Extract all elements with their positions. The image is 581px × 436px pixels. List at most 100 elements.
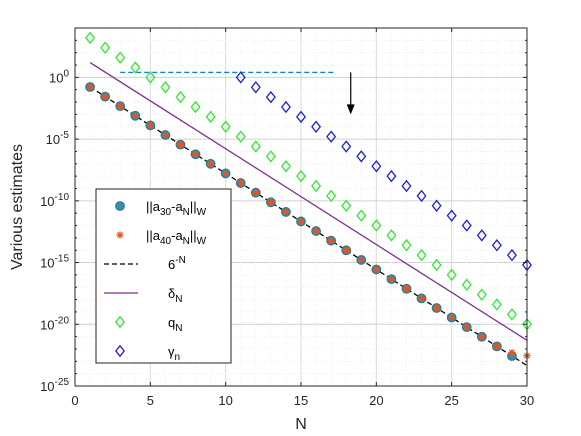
- annotation-arrow-head: [346, 104, 355, 115]
- data-point: [297, 217, 305, 226]
- legend-swatch: [116, 231, 124, 239]
- asterisk-stroke: [343, 247, 350, 254]
- legend-text-main: ||: [190, 199, 197, 214]
- asterisk-stroke: [463, 324, 470, 331]
- legend-entry: γn: [115, 344, 180, 363]
- data-point: [131, 112, 139, 120]
- asterisk-stroke: [433, 304, 440, 311]
- data-point: [191, 150, 200, 158]
- legend-text-sup: -N: [175, 255, 186, 266]
- legend-swatch: [115, 344, 125, 358]
- data-point: [280, 160, 291, 173]
- y-tick-label: 10-10: [40, 192, 69, 209]
- data-point: [506, 308, 517, 321]
- legend-label: δN: [168, 286, 182, 305]
- data-point: [296, 169, 306, 183]
- data-point: [116, 102, 124, 110]
- asterisk-stroke: [388, 276, 395, 283]
- series-4: [85, 31, 532, 331]
- data-point: [86, 83, 94, 91]
- data-point: [342, 246, 350, 254]
- data-point: [326, 189, 337, 203]
- data-point: [160, 81, 171, 94]
- asterisk-stroke: [117, 103, 124, 110]
- legend-label: ||a30-aN||W: [146, 199, 207, 218]
- legend-entry: ||a30-aN||W: [115, 199, 207, 218]
- y-axis-title: Various estimates: [9, 144, 26, 270]
- data-point: [446, 268, 457, 282]
- data-point: [327, 237, 335, 245]
- asterisk-stroke: [328, 237, 335, 244]
- data-point: [341, 140, 352, 153]
- data-point: [252, 189, 260, 197]
- asterisk-stroke: [222, 170, 229, 177]
- data-point: [101, 93, 109, 101]
- data-point: [175, 90, 186, 104]
- data-point: [235, 71, 246, 84]
- data-point: [448, 313, 456, 322]
- x-tick-label: 30: [520, 393, 534, 408]
- legend-text-main: γ: [168, 344, 175, 359]
- legend-text-sub: 30: [160, 207, 172, 218]
- data-point: [386, 169, 397, 183]
- asterisk-stroke: [403, 285, 410, 292]
- asterisk-stroke: [177, 141, 184, 148]
- data-point: [491, 298, 502, 311]
- data-point: [461, 219, 472, 232]
- y-tick-base: 10: [49, 70, 63, 85]
- data-point: [506, 248, 517, 262]
- asterisk-stroke: [493, 343, 500, 350]
- data-point: [493, 342, 501, 350]
- asterisk-stroke: [102, 93, 109, 100]
- legend-text-main: q: [168, 315, 175, 330]
- asterisk-stroke: [87, 84, 94, 91]
- asterisk-stroke: [313, 228, 320, 235]
- legend-text-main: ||a: [146, 228, 161, 243]
- series-2: [89, 86, 528, 367]
- y-tick-base: 10: [40, 379, 54, 394]
- asterisk-stroke: [448, 314, 455, 321]
- asterisk-stroke: [207, 160, 214, 167]
- data-point: [100, 41, 111, 54]
- data-point: [207, 160, 215, 168]
- legend-text-main: δ: [168, 286, 175, 301]
- legend-label: 6-N: [168, 255, 186, 272]
- data-point: [85, 31, 96, 45]
- asterisk-stroke: [116, 231, 124, 239]
- data-point: [341, 199, 352, 213]
- data-point: [145, 71, 156, 84]
- legend-text-sub: N: [183, 236, 190, 247]
- y-tick-exponent: -25: [55, 377, 70, 388]
- x-tick-label: 25: [444, 393, 458, 408]
- data-point: [386, 229, 397, 242]
- data-point: [267, 198, 275, 206]
- legend-text-main: ||: [190, 228, 197, 243]
- y-tick-label: 100: [49, 68, 69, 85]
- y-tick-exponent: -5: [60, 130, 69, 141]
- annotations: [120, 71, 355, 115]
- series-5: [235, 71, 532, 272]
- legend-text-sub: N: [175, 294, 182, 305]
- asterisk-stroke: [418, 295, 425, 302]
- data-point: [461, 278, 472, 292]
- data-point: [463, 323, 471, 331]
- data-point: [115, 51, 126, 64]
- legend-entry: 6-N: [104, 255, 186, 272]
- data-point: [476, 229, 487, 242]
- series-layer: [85, 31, 532, 367]
- data-point: [402, 285, 411, 293]
- data-point: [265, 90, 276, 104]
- x-axis-title: N: [295, 416, 307, 433]
- series-line: [89, 62, 528, 341]
- data-point: [265, 150, 276, 163]
- data-point: [176, 141, 185, 149]
- data-point: [311, 120, 322, 133]
- legend-label: γn: [168, 344, 180, 363]
- data-point: [190, 100, 201, 114]
- y-tick-exponent: -10: [55, 192, 70, 203]
- data-point: [237, 179, 245, 187]
- legend-box: [95, 188, 232, 364]
- asterisk-stroke: [132, 112, 139, 119]
- data-point: [431, 199, 442, 213]
